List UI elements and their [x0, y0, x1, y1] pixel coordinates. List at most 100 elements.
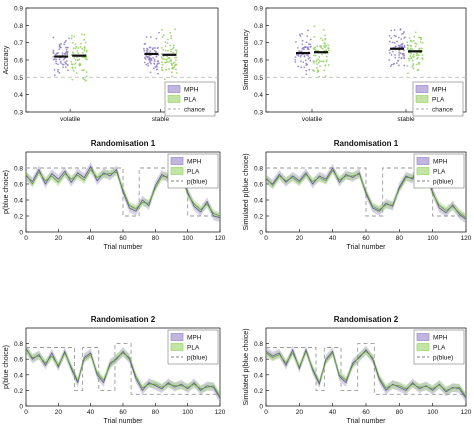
data-point — [394, 35, 397, 38]
data-point — [318, 61, 320, 64]
x-tick-label: 60 — [119, 409, 127, 416]
data-point — [320, 46, 323, 49]
pblue-line — [266, 167, 466, 217]
legend-swatch — [416, 167, 430, 175]
legend-swatch — [416, 333, 430, 341]
legend-label: p(blue) — [187, 355, 207, 362]
data-point — [172, 51, 174, 54]
data-point — [153, 49, 156, 52]
y-axis-label: Simulated p(blue choice) — [243, 153, 250, 230]
data-point — [399, 44, 401, 47]
data-point — [77, 59, 79, 61]
data-point — [307, 29, 309, 32]
data-point — [406, 47, 409, 49]
x-tick-label: 0 — [264, 409, 268, 416]
data-point — [155, 55, 158, 58]
data-point — [403, 46, 406, 49]
data-point — [169, 44, 171, 47]
data-point — [403, 49, 405, 52]
data-point — [421, 54, 424, 57]
data-point — [299, 55, 302, 58]
data-point — [309, 45, 312, 48]
data-point — [71, 35, 73, 37]
data-point — [173, 66, 176, 68]
y-axis-label: Accuracy — [3, 45, 10, 74]
data-point — [58, 72, 61, 74]
data-point — [74, 62, 77, 65]
data-point — [85, 75, 88, 78]
confidence-band — [26, 343, 220, 403]
x-tick-label: 60 — [362, 409, 370, 416]
y-tick-label: 0.8 — [14, 23, 23, 30]
data-point — [406, 41, 409, 44]
data-point — [420, 47, 423, 50]
data-point — [167, 49, 169, 52]
y-tick-label: 0.7 — [254, 40, 263, 47]
x-tick-label: 120 — [215, 235, 226, 242]
y-tick-label: 0.4 — [254, 198, 263, 205]
data-point — [408, 59, 411, 62]
data-point — [161, 57, 164, 60]
data-point — [397, 59, 399, 62]
panel-line-4: Randomisation 1 0 0.2 0.4 0.6 0.8 0 20 40 60 80 100… — [243, 139, 472, 251]
data-point — [321, 53, 323, 56]
data-point — [74, 59, 77, 61]
y-tick-label: 0.8 — [14, 341, 23, 348]
legend-swatch — [170, 333, 184, 341]
data-point — [53, 74, 56, 77]
data-point — [403, 64, 406, 67]
data-point — [410, 56, 413, 59]
data-point — [400, 56, 403, 59]
data-point — [173, 61, 176, 64]
data-point — [76, 50, 79, 52]
data-point — [52, 36, 55, 39]
data-point — [402, 55, 405, 57]
data-point — [161, 69, 163, 72]
data-point — [307, 46, 309, 49]
data-point — [172, 62, 175, 65]
data-point — [401, 33, 403, 36]
data-point — [58, 48, 61, 51]
data-point — [389, 65, 392, 68]
data-point — [170, 37, 173, 40]
data-point — [409, 55, 412, 57]
data-point — [408, 37, 411, 40]
data-point — [324, 64, 327, 67]
data-point — [409, 40, 412, 42]
x-tick-label: 100 — [427, 409, 438, 416]
data-point — [64, 46, 67, 49]
x-tick-label: 80 — [152, 409, 160, 416]
data-point — [412, 62, 415, 65]
data-point — [318, 75, 320, 78]
data-point — [174, 56, 176, 59]
data-point — [153, 60, 156, 63]
x-axis-label: Trial number — [103, 244, 143, 251]
y-tick-label: 0.7 — [14, 40, 23, 47]
y-tick-label: 0.6 — [254, 357, 263, 364]
data-point — [172, 44, 175, 47]
data-point — [83, 46, 86, 49]
data-point — [312, 69, 315, 72]
data-point — [85, 50, 88, 53]
pblue-line — [26, 167, 220, 217]
data-point — [315, 59, 318, 62]
data-point — [70, 60, 73, 63]
legend: MPH PLA chance — [412, 81, 464, 117]
data-point — [64, 61, 66, 64]
data-point — [324, 75, 327, 78]
data-point — [78, 64, 81, 67]
data-point — [63, 43, 66, 46]
series-line — [265, 160, 467, 218]
data-point — [407, 72, 409, 75]
data-point — [393, 41, 396, 44]
data-point — [294, 58, 297, 61]
data-point — [72, 70, 75, 72]
data-point — [418, 36, 420, 39]
data-point — [161, 36, 164, 39]
x-tick-label: 100 — [182, 409, 193, 416]
data-point — [411, 55, 414, 57]
data-point — [142, 47, 145, 50]
series-line — [265, 350, 467, 397]
data-point — [62, 63, 65, 66]
data-point — [175, 51, 178, 54]
